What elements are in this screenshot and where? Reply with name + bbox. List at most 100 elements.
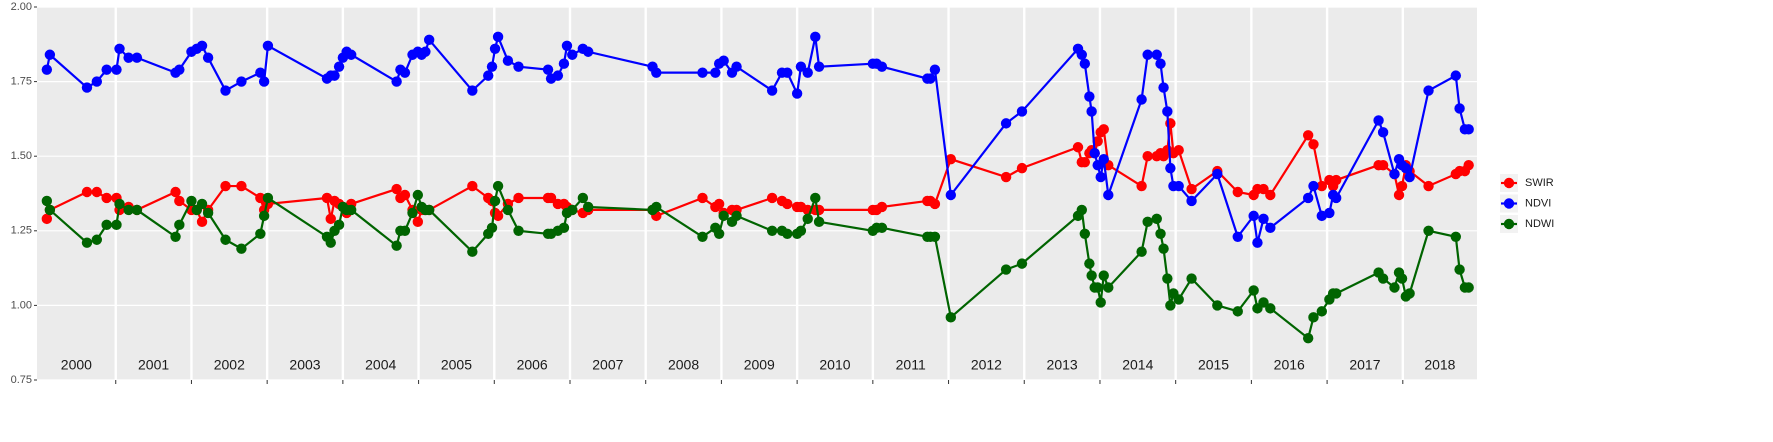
point — [813, 204, 825, 216]
year-label: 2014 — [1122, 357, 1153, 373]
point — [766, 85, 778, 96]
legend-point — [1503, 198, 1515, 209]
point — [945, 153, 957, 165]
point — [44, 204, 56, 216]
point — [1252, 237, 1263, 248]
point — [945, 189, 957, 201]
point — [1377, 159, 1389, 171]
legend-point — [1503, 177, 1515, 189]
point — [1232, 186, 1243, 198]
point — [802, 67, 813, 78]
point — [795, 61, 807, 72]
point — [713, 228, 725, 239]
point — [423, 34, 435, 46]
point — [91, 234, 103, 245]
point — [1103, 189, 1114, 201]
point — [399, 67, 411, 78]
point — [1389, 168, 1400, 180]
year-label: 2011 — [896, 357, 926, 373]
point — [1155, 58, 1166, 69]
point — [1450, 70, 1462, 81]
point — [1393, 189, 1405, 201]
point — [876, 222, 888, 234]
point — [114, 198, 125, 210]
point — [1454, 103, 1465, 114]
point — [502, 55, 514, 66]
point — [111, 219, 122, 231]
point — [333, 61, 345, 72]
point — [407, 207, 418, 219]
point — [1155, 228, 1166, 239]
point — [489, 195, 501, 207]
point — [651, 67, 662, 78]
year-label: 2017 — [1349, 357, 1380, 373]
point — [651, 201, 662, 213]
point — [1173, 145, 1184, 156]
point — [1103, 282, 1114, 293]
point — [1396, 180, 1408, 192]
point — [1079, 156, 1091, 168]
point — [1079, 58, 1091, 69]
point — [325, 213, 336, 225]
point — [1373, 115, 1384, 126]
point — [1423, 85, 1434, 96]
point — [41, 213, 53, 225]
point — [170, 231, 181, 242]
point — [1084, 91, 1095, 102]
point — [1258, 297, 1269, 308]
point — [731, 61, 742, 72]
point — [467, 180, 478, 192]
year-label: 2018 — [1424, 357, 1455, 373]
point — [1404, 171, 1415, 183]
point — [577, 192, 589, 204]
point — [567, 49, 578, 60]
point — [391, 240, 402, 251]
point — [795, 225, 807, 236]
point — [1142, 216, 1153, 228]
point — [1423, 180, 1434, 192]
point — [1258, 183, 1269, 195]
point — [1158, 82, 1169, 93]
point — [1316, 306, 1327, 317]
point — [582, 201, 594, 213]
point — [1186, 183, 1197, 195]
point — [399, 225, 411, 236]
point — [81, 237, 93, 248]
point — [420, 46, 431, 57]
point — [1165, 300, 1176, 311]
point — [391, 76, 402, 87]
point — [561, 40, 573, 51]
point — [236, 180, 247, 192]
point — [255, 228, 266, 239]
point — [220, 85, 231, 96]
point — [170, 186, 181, 198]
point — [782, 228, 793, 239]
point — [196, 198, 208, 210]
point — [489, 43, 501, 54]
point — [582, 46, 594, 57]
point — [1084, 258, 1095, 269]
point — [1463, 124, 1474, 135]
point — [1302, 130, 1314, 141]
point — [697, 192, 708, 204]
year-label: 2001 — [138, 357, 169, 373]
point — [1404, 288, 1415, 299]
point — [345, 49, 357, 60]
point — [1265, 189, 1276, 201]
point — [813, 216, 825, 228]
point — [1324, 207, 1335, 219]
point — [1136, 94, 1147, 105]
year-label: 2004 — [365, 357, 396, 373]
y-tick-label: 1.00 — [11, 299, 32, 311]
legend-label: NDVI — [1525, 197, 1551, 209]
point — [91, 186, 103, 198]
point — [255, 192, 266, 204]
point — [1076, 49, 1087, 60]
point — [41, 64, 53, 75]
point — [1095, 297, 1106, 308]
point — [1308, 180, 1319, 192]
point — [1423, 225, 1434, 236]
point — [1454, 264, 1465, 275]
point — [258, 76, 270, 87]
point — [196, 216, 208, 228]
